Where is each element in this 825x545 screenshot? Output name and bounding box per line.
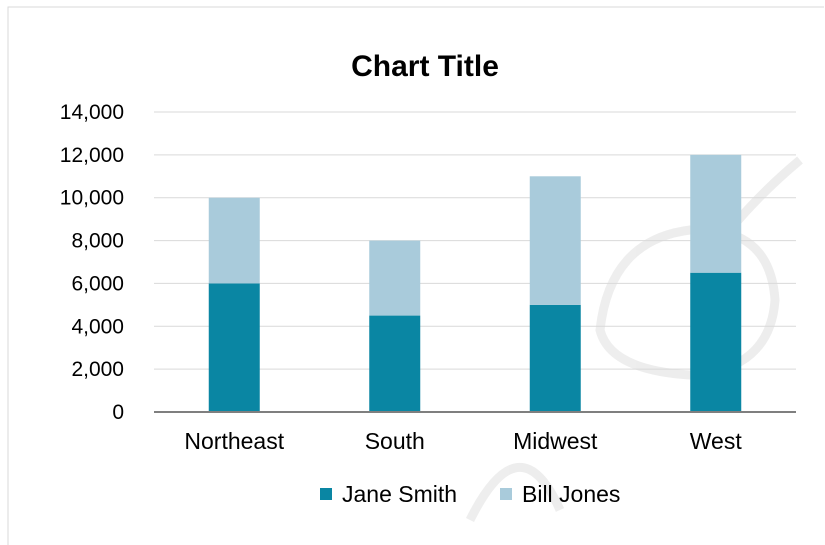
bar-jane-smith bbox=[208, 283, 260, 412]
bars bbox=[208, 154, 742, 412]
y-tick-label: 10,000 bbox=[60, 187, 124, 210]
x-category-label: Midwest bbox=[513, 428, 598, 454]
legend-label: Bill Jones bbox=[522, 481, 620, 507]
y-axis-ticks: 0 2,000 4,000 6,000 8,000 10,000 12,000 14,000 bbox=[60, 101, 124, 424]
y-tick-label: 6,000 bbox=[71, 272, 124, 295]
bar-bill-jones bbox=[369, 240, 421, 316]
legend: Jane Smith Bill Jones bbox=[320, 481, 620, 507]
chart-border bbox=[7, 6, 824, 545]
bar-jane-smith bbox=[369, 315, 421, 412]
legend-swatch bbox=[320, 488, 332, 500]
bar-bill-jones bbox=[529, 176, 581, 305]
bar-jane-smith bbox=[529, 304, 581, 412]
gridlines bbox=[154, 111, 796, 370]
bar-bill-jones bbox=[208, 197, 260, 284]
x-category-label: Northeast bbox=[184, 428, 284, 454]
bar-jane-smith bbox=[690, 272, 742, 412]
bar-bill-jones bbox=[690, 154, 742, 273]
legend-label: Jane Smith bbox=[342, 481, 457, 507]
x-axis-labels: Northeast South Midwest West bbox=[184, 428, 742, 454]
x-category-label: West bbox=[690, 428, 743, 454]
x-category-label: South bbox=[365, 428, 425, 454]
watermark bbox=[465, 156, 803, 523]
y-tick-label: 14,000 bbox=[60, 101, 124, 124]
y-tick-label: 2,000 bbox=[71, 358, 124, 381]
y-tick-label: 12,000 bbox=[60, 144, 124, 167]
legend-swatch bbox=[500, 488, 512, 500]
y-tick-label: 4,000 bbox=[71, 315, 124, 338]
y-tick-label: 8,000 bbox=[71, 230, 124, 253]
chart-title: Chart Title bbox=[351, 50, 499, 83]
y-tick-label: 0 bbox=[112, 401, 124, 424]
